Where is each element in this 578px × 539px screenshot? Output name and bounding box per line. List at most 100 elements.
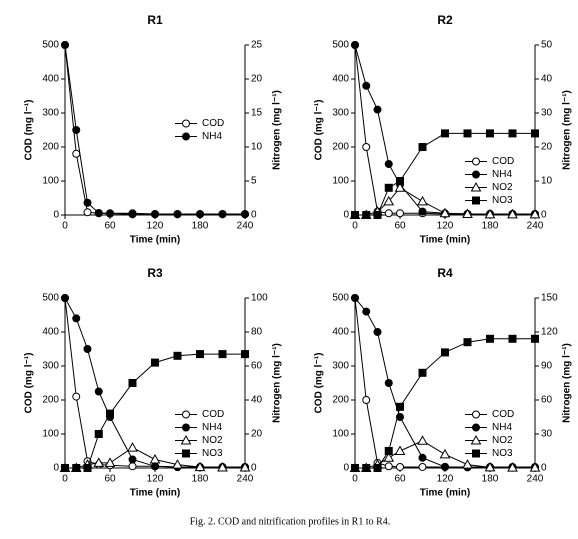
marker — [72, 126, 81, 134]
y-axis-label: COD (mg l⁻¹) — [24, 100, 35, 161]
y-tick-label: 0 — [343, 463, 349, 474]
marker — [72, 149, 81, 158]
marker — [472, 423, 480, 432]
marker — [106, 209, 114, 218]
marker — [196, 210, 204, 219]
marker — [462, 208, 473, 218]
y-tick-label: 200 — [332, 142, 349, 153]
marker — [441, 348, 449, 357]
marker — [508, 334, 517, 343]
marker — [484, 461, 496, 472]
marker — [507, 462, 518, 472]
y2-tick-label: 20 — [541, 142, 553, 153]
y-tick-label: 300 — [42, 108, 59, 119]
marker — [441, 129, 449, 138]
y-tick-label: 0 — [53, 210, 59, 221]
y2-tick-label: 0 — [541, 210, 547, 221]
marker — [241, 210, 249, 219]
y-tick-label: 100 — [42, 176, 59, 187]
marker — [486, 129, 494, 138]
marker — [417, 195, 428, 206]
y-tick-label: 400 — [332, 74, 349, 85]
marker — [417, 435, 428, 445]
marker — [128, 455, 137, 464]
marker — [529, 462, 541, 472]
marker — [463, 129, 472, 138]
marker — [472, 410, 480, 419]
y2-tick-label: 60 — [541, 395, 553, 406]
marker — [128, 379, 137, 387]
x-tick-label: 120 — [437, 221, 454, 232]
marker — [94, 387, 103, 396]
marker — [128, 462, 137, 471]
marker — [394, 182, 406, 192]
legend-label: COD — [202, 409, 224, 420]
marker — [362, 211, 371, 219]
x-tick-label: 0 — [62, 221, 68, 232]
marker — [472, 196, 480, 205]
panel-title: R3 — [147, 266, 163, 280]
marker — [462, 459, 473, 469]
marker — [396, 402, 404, 411]
legend-label: NO3 — [202, 448, 223, 459]
y2-axis-label: Nitrogen (mg l⁻¹) — [562, 343, 573, 423]
marker — [151, 210, 159, 219]
marker — [351, 211, 359, 219]
series-line — [64, 44, 245, 215]
marker — [418, 207, 427, 216]
caption: Fig. 2. COD and nitrification profiles i… — [190, 516, 391, 527]
marker — [383, 452, 395, 462]
marker — [172, 459, 183, 469]
marker — [384, 462, 393, 471]
marker — [508, 129, 517, 138]
y-tick-label: 300 — [332, 108, 349, 119]
x-tick-label: 60 — [104, 221, 116, 232]
marker — [439, 448, 451, 459]
y2-tick-label: 40 — [251, 395, 263, 406]
marker — [373, 328, 382, 336]
marker — [182, 119, 190, 128]
x-tick-label: 180 — [482, 474, 499, 485]
y2-tick-label: 5 — [251, 176, 257, 187]
marker — [127, 442, 138, 452]
marker — [418, 368, 427, 377]
y2-tick-label: 60 — [251, 361, 263, 372]
marker — [182, 449, 190, 458]
marker — [384, 209, 393, 218]
marker — [94, 430, 103, 438]
marker — [362, 464, 371, 472]
legend-label: COD — [202, 118, 224, 129]
marker — [173, 351, 182, 360]
y-tick-label: 200 — [332, 395, 349, 406]
y2-tick-label: 10 — [541, 176, 553, 187]
marker — [531, 129, 539, 138]
legend-label: NH4 — [492, 169, 512, 180]
x-axis-label: Time (min) — [420, 235, 470, 246]
marker — [529, 208, 541, 219]
marker — [507, 208, 518, 219]
marker — [72, 464, 81, 472]
y-tick-label: 400 — [332, 327, 349, 338]
y-tick-label: 300 — [332, 361, 349, 372]
y2-tick-label: 90 — [541, 361, 553, 372]
y2-tick-label: 150 — [541, 293, 558, 304]
y2-tick-label: 30 — [541, 108, 553, 119]
y-tick-label: 500 — [332, 40, 349, 51]
y2-tick-label: 0 — [251, 463, 257, 474]
marker — [182, 423, 190, 432]
marker — [61, 41, 69, 49]
marker — [418, 453, 427, 462]
marker — [173, 210, 182, 219]
legend-label: COD — [492, 409, 514, 420]
marker — [373, 464, 382, 472]
y2-axis-label: Nitrogen (mg l⁻¹) — [562, 90, 573, 170]
marker — [241, 350, 249, 359]
legend-label: NH4 — [202, 422, 222, 433]
marker — [106, 409, 114, 418]
x-tick-label: 0 — [352, 474, 358, 485]
x-tick-label: 60 — [394, 474, 406, 485]
legend-label: NO3 — [492, 195, 513, 206]
y-tick-label: 100 — [42, 429, 59, 440]
y2-axis-label: Nitrogen (mg l⁻¹) — [272, 343, 283, 423]
